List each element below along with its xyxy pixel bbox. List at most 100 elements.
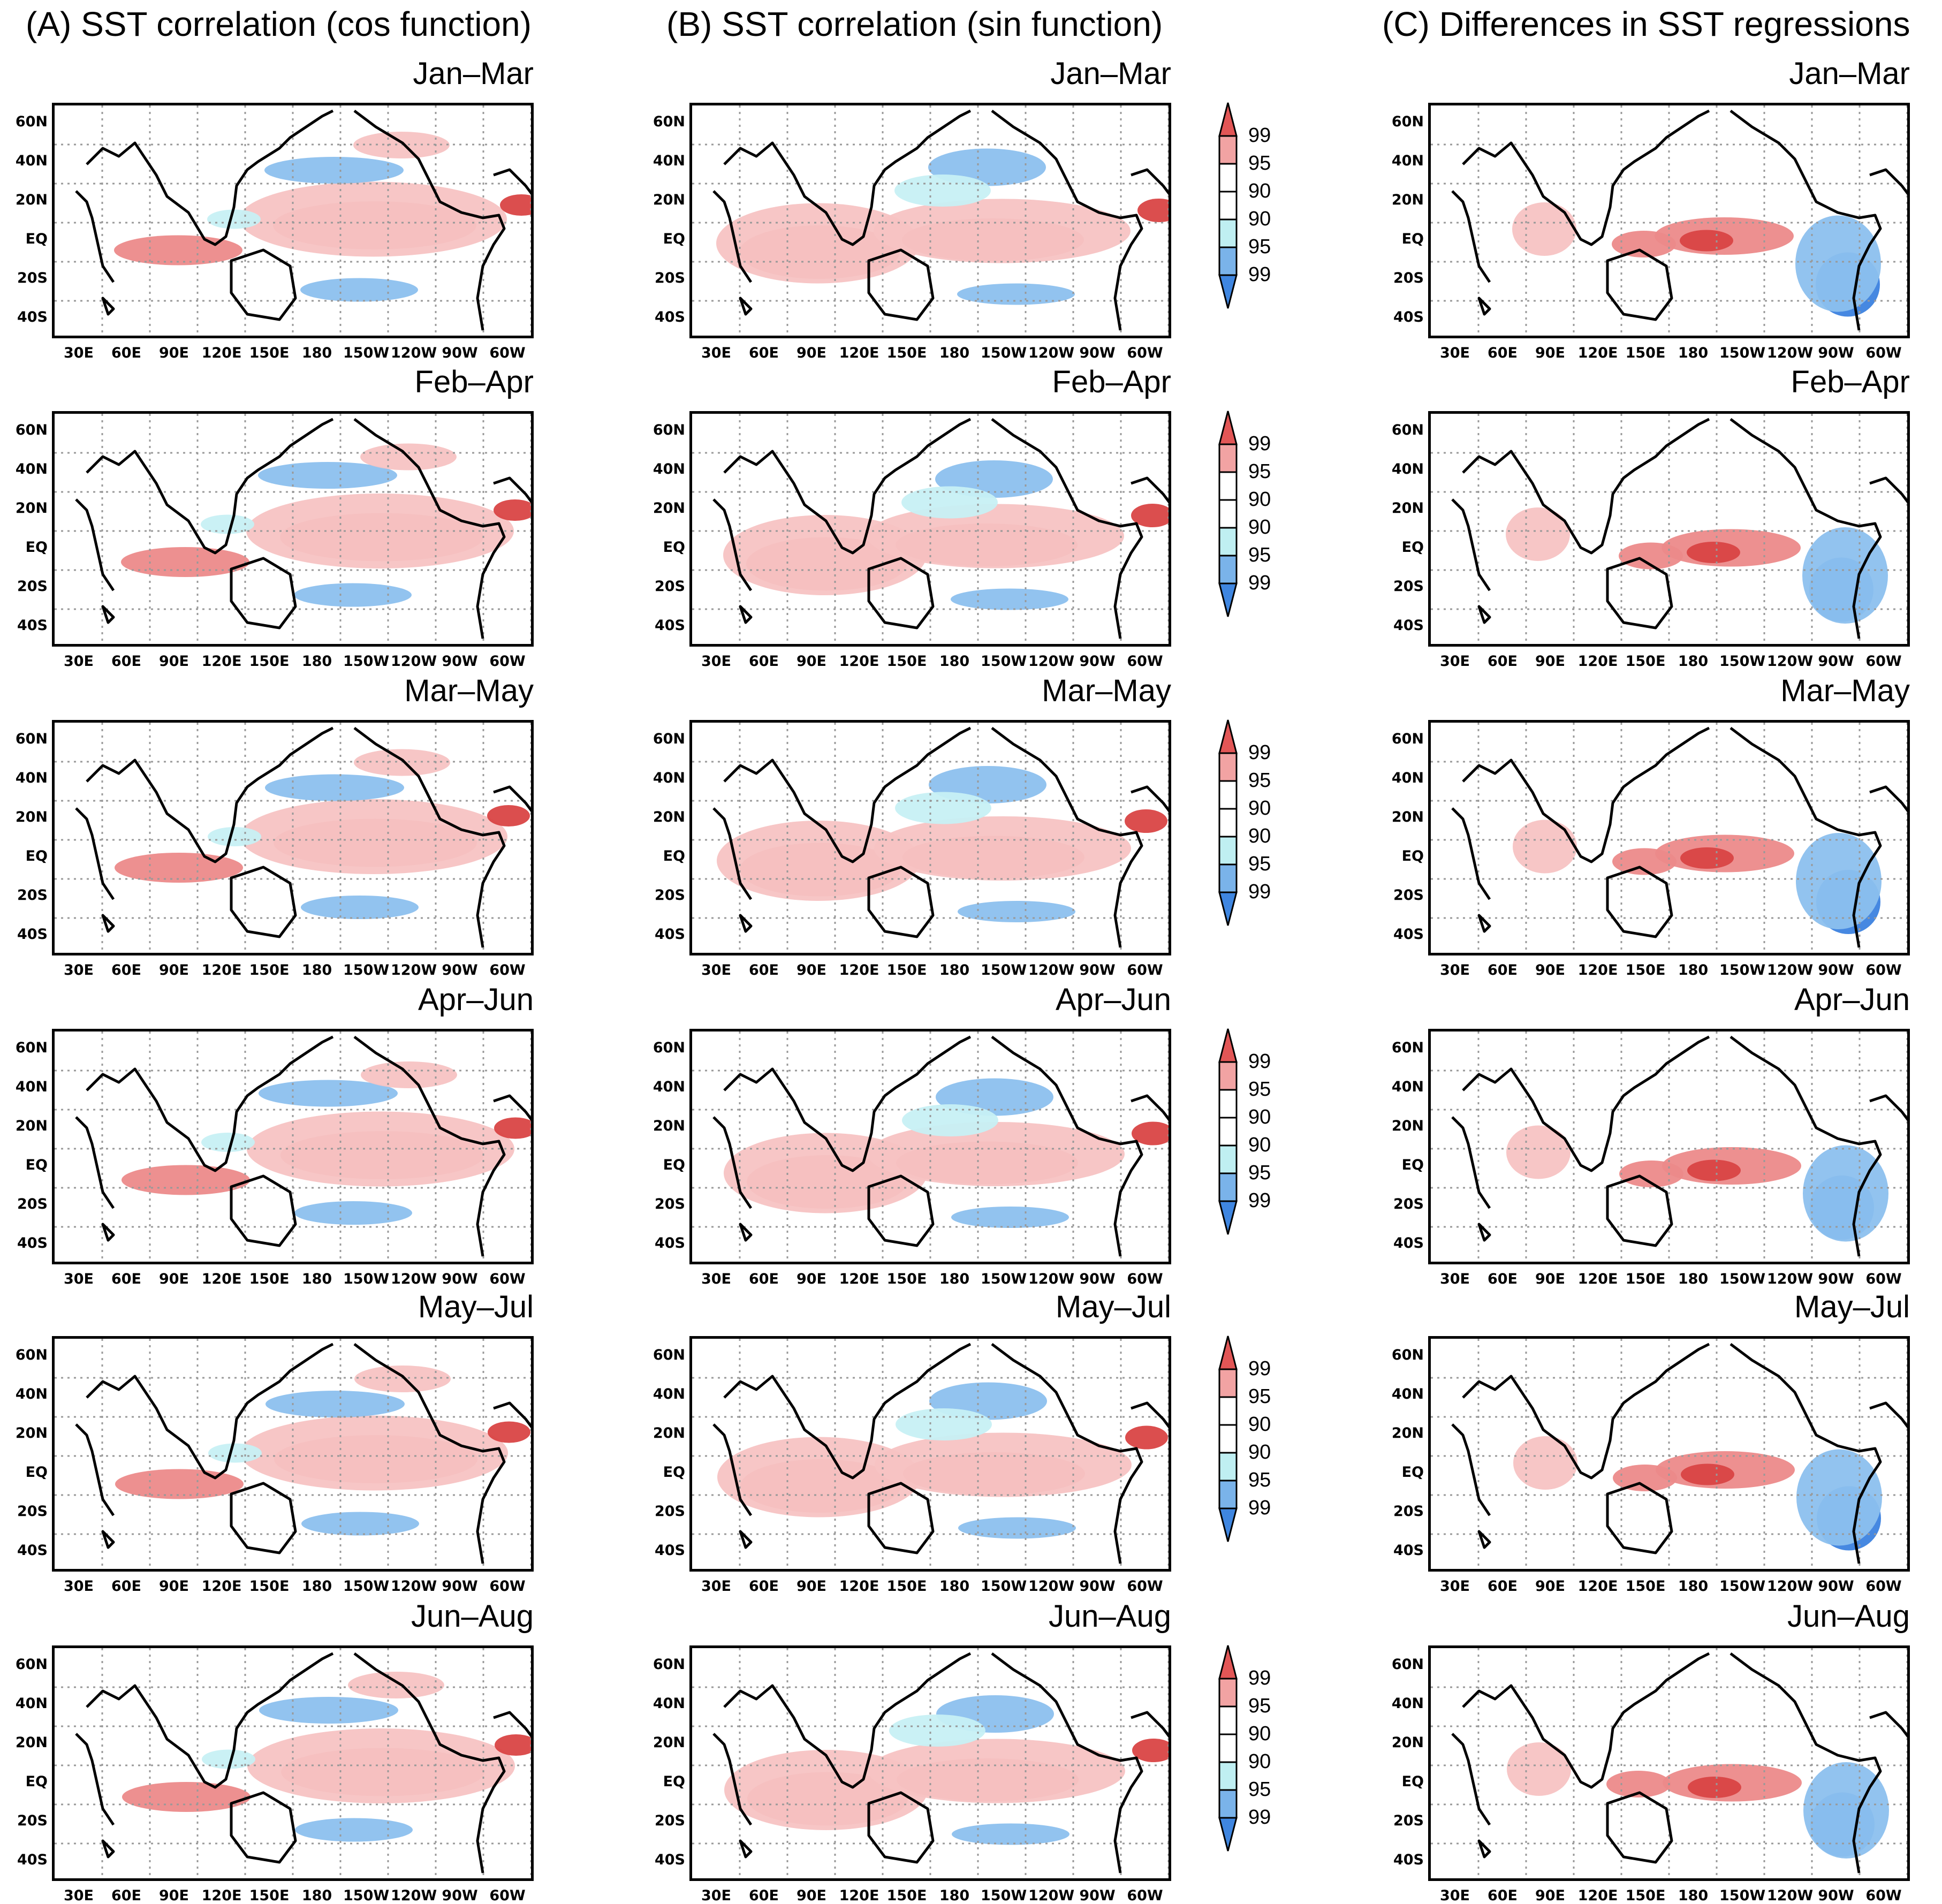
longitude-tick-label: 150E xyxy=(249,653,290,670)
longitude-tick-label: 150W xyxy=(981,653,1027,670)
colorbar-segment xyxy=(1218,1645,1238,1680)
longitude-tick-label: 30E xyxy=(1439,1271,1470,1287)
sst-map xyxy=(1431,414,1907,644)
latitude-tick-label: EQ xyxy=(663,1773,685,1790)
longitude-tick-label: 60E xyxy=(748,1578,779,1595)
latitude-tick-label: 40N xyxy=(1391,461,1424,477)
longitude-tick-label: 90E xyxy=(158,962,189,978)
longitude-tick-label: 150E xyxy=(886,1578,927,1595)
colorbar-label: 95 xyxy=(1248,1078,1271,1101)
coastline xyxy=(1606,1791,1673,1864)
anomaly-patch xyxy=(1687,1159,1741,1181)
latitude-tick-label: 40N xyxy=(15,1079,48,1095)
anomaly-patch xyxy=(1612,848,1677,875)
sst-map xyxy=(1431,1339,1907,1569)
longitude-tick-label: 120E xyxy=(1577,1271,1618,1287)
coastline xyxy=(1606,557,1673,629)
latitude-tick-label: 20S xyxy=(17,1812,48,1829)
longitude-tick-label: 120W xyxy=(391,1887,437,1904)
longitude-tick-label: 180 xyxy=(939,962,970,978)
latitude-tick-label: 40S xyxy=(654,309,685,325)
latitude-tick-label: 20N xyxy=(1391,809,1424,825)
coastline xyxy=(101,1530,115,1549)
longitude-tick-label: 150E xyxy=(1625,962,1666,978)
longitude-tick-label: 60E xyxy=(1487,1887,1518,1904)
latitude-tick-label: 60N xyxy=(15,422,48,438)
anomaly-patch xyxy=(500,194,531,216)
colorbar-label: 90 xyxy=(1248,208,1271,230)
coastline xyxy=(353,727,506,948)
longitude-tick-label: 90E xyxy=(796,653,827,670)
coastline xyxy=(739,1223,753,1242)
longitude-tick-label: 60E xyxy=(1487,962,1518,978)
longitude-tick-label: 60W xyxy=(1127,962,1163,978)
colorbar-segment xyxy=(1218,102,1238,137)
sst-map xyxy=(55,1339,531,1569)
latitude-tick-label: 20S xyxy=(654,1812,685,1829)
longitude-tick-label: 60W xyxy=(1127,653,1163,670)
coastline xyxy=(230,557,297,629)
coastline xyxy=(867,1482,935,1554)
longitude-tick-label: 150E xyxy=(1625,1887,1666,1904)
colorbar-segment xyxy=(1218,1789,1238,1819)
longitude-tick-label: 150E xyxy=(249,345,290,361)
latitude-tick-label: 40S xyxy=(654,1235,685,1251)
sst-map xyxy=(692,1339,1169,1569)
longitude-tick-label: 150W xyxy=(981,1887,1027,1904)
anomaly-patch xyxy=(1803,1145,1888,1242)
longitude-tick-label: 150E xyxy=(249,962,290,978)
longitude-tick-label: 60E xyxy=(748,653,779,670)
anomaly-patch xyxy=(295,1818,413,1842)
coastline xyxy=(353,1036,506,1257)
anomaly-patch xyxy=(1680,847,1734,869)
latitude-tick-label: 20N xyxy=(15,192,48,208)
longitude-tick-label: 60E xyxy=(111,1887,142,1904)
longitude-tick-label: 120E xyxy=(1577,345,1618,361)
season-label: Mar–May xyxy=(404,673,534,708)
longitude-tick-label: 90W xyxy=(442,653,478,670)
longitude-tick-label: 150W xyxy=(1719,1887,1766,1904)
column-title-c: (C) Differences in SST regressions xyxy=(1382,5,1910,43)
longitude-tick-label: 120W xyxy=(1767,1271,1814,1287)
latitude-tick-label: 20N xyxy=(1391,1425,1424,1442)
longitude-tick-label: 90W xyxy=(1079,1887,1116,1904)
coastline xyxy=(1131,785,1169,813)
colorbar-segment xyxy=(1218,163,1238,193)
longitude-tick-label: 30E xyxy=(701,653,732,670)
latitude-tick-label: 20S xyxy=(654,1196,685,1212)
coastline xyxy=(1869,1711,1907,1738)
map-panel: Feb–Apr 60N 40N 20N EQ 20S 40S 30E 60E 90E 120E 150… xyxy=(1392,365,1910,670)
map-frame xyxy=(52,1645,534,1881)
longitude-tick-label: 120E xyxy=(839,1887,879,1904)
anomaly-patch xyxy=(1796,1449,1882,1546)
coastline xyxy=(75,1733,115,1826)
longitude-tick-label: 90W xyxy=(1079,653,1116,670)
coastline xyxy=(75,1423,115,1516)
coastline xyxy=(1451,1116,1491,1209)
coastline xyxy=(86,726,334,863)
colorbar-label: 95 xyxy=(1248,853,1271,875)
longitude-tick-label: 90E xyxy=(796,1887,827,1904)
anomaly-patch xyxy=(901,486,998,519)
anomaly-patch xyxy=(115,1469,244,1499)
longitude-tick-label: 90E xyxy=(796,1271,827,1287)
latitude-tick-label: 20N xyxy=(15,1425,48,1442)
map-panel: May–Jul 60N 40N 20N EQ 20S 40S 30E 60E 90E 120E 150… xyxy=(1392,1289,1910,1595)
latitude-tick-label: 60N xyxy=(653,1347,685,1363)
coastline xyxy=(739,1530,753,1549)
anomaly-patch xyxy=(495,1734,531,1756)
anomaly-patch xyxy=(259,1080,398,1107)
map-panel: Mar–May 60N 40N 20N EQ 20S 40S 30E 60E 90E 120E 150… xyxy=(16,673,534,978)
longitude-tick-label: 60E xyxy=(1487,345,1518,361)
colorbar-segment xyxy=(1218,1705,1238,1735)
anomaly-patch xyxy=(902,1104,998,1136)
season-label: Jun–Aug xyxy=(1787,1599,1910,1634)
longitude-tick-label: 180 xyxy=(1678,653,1709,670)
map-frame xyxy=(1428,103,1910,338)
colorbar-segment xyxy=(1218,1733,1238,1763)
coastline xyxy=(1729,110,1882,331)
longitude-tick-label: 90W xyxy=(1818,1887,1854,1904)
latitude-tick-label: EQ xyxy=(25,1157,48,1173)
colorbar-segment xyxy=(1218,1480,1238,1509)
longitude-tick-label: 150E xyxy=(1625,653,1666,670)
